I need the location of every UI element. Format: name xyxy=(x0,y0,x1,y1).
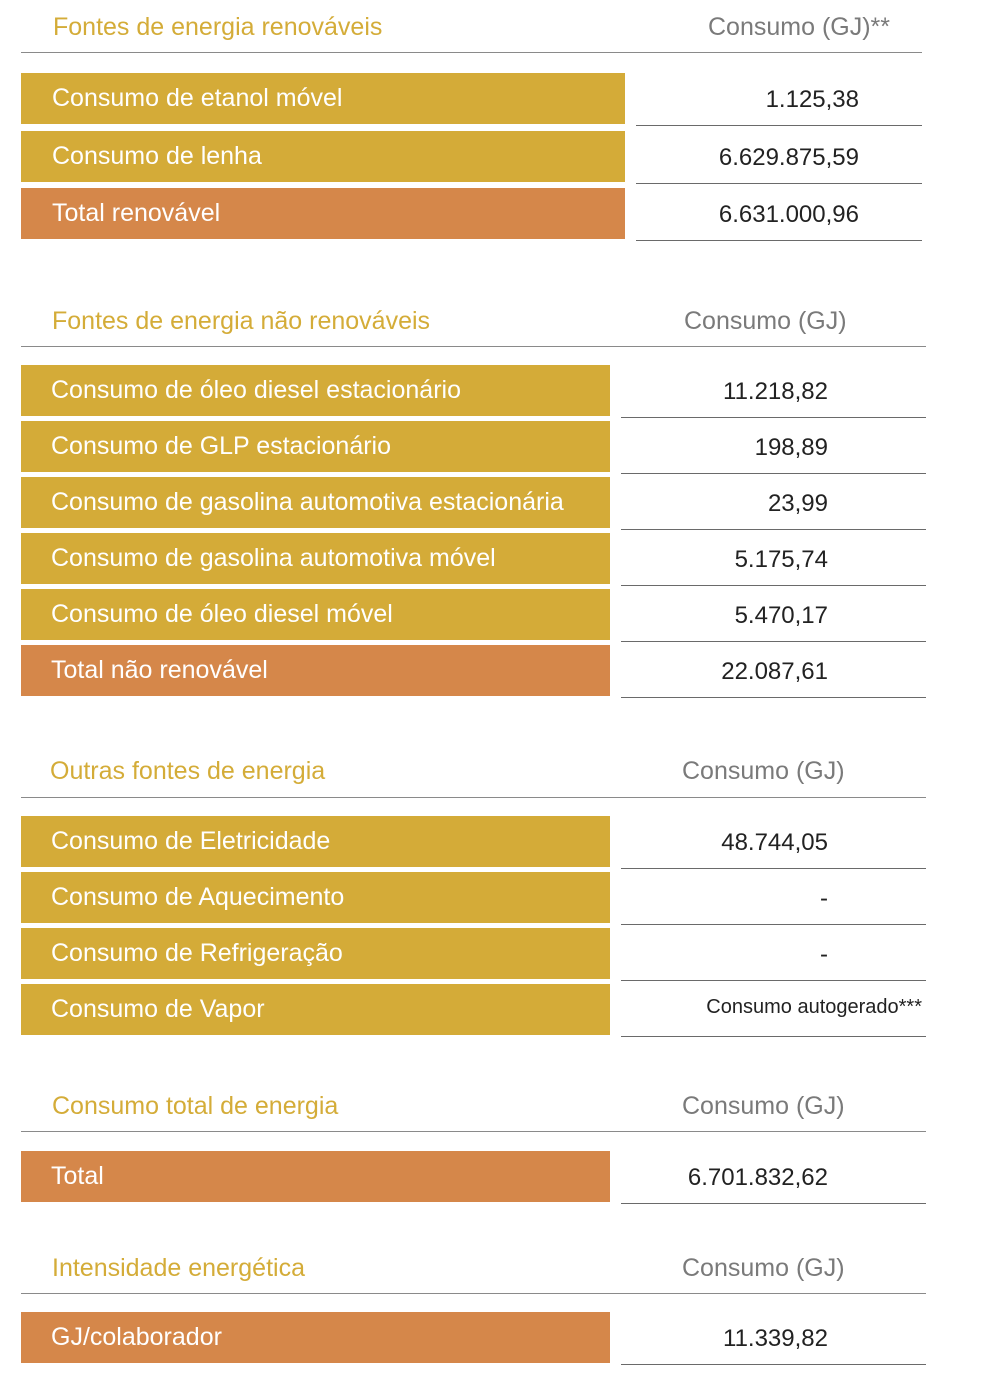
row-label: Consumo de Eletricidade xyxy=(21,816,610,867)
row-label: Consumo de Refrigeração xyxy=(21,928,610,979)
row-value: 6.629.875,59 xyxy=(718,144,859,171)
row-label: Consumo de gasolina automotiva estacioná… xyxy=(21,477,610,528)
row-value: 5.175,74 xyxy=(734,546,828,573)
total-row-value: 6.631.000,96 xyxy=(718,201,859,228)
header-rule xyxy=(21,1131,926,1132)
row-rule xyxy=(621,529,926,530)
row-rule xyxy=(621,868,926,869)
row-label: Consumo de óleo diesel móvel xyxy=(21,589,610,640)
row-rule xyxy=(621,417,926,418)
section-title: Outras fontes de energia xyxy=(50,757,326,785)
total-row-value: 11.339,82 xyxy=(723,1325,828,1352)
section-title: Fontes de energia renováveis xyxy=(53,13,383,41)
row-value: 5.470,17 xyxy=(734,602,828,629)
total-row-label: Total não renovável xyxy=(21,645,610,696)
row-rule xyxy=(636,183,922,184)
row-label: Consumo de gasolina automotiva móvel xyxy=(21,533,610,584)
row-value: - xyxy=(820,941,828,968)
row-rule xyxy=(636,240,922,241)
row-value: 48.744,05 xyxy=(721,829,828,856)
total-row-value: 22.087,61 xyxy=(721,658,828,685)
row-rule xyxy=(621,697,926,698)
row-rule xyxy=(621,473,926,474)
column-header: Consumo (GJ) xyxy=(684,307,847,335)
row-label: Consumo de GLP estacionário xyxy=(21,421,610,472)
row-value: 11.218,82 xyxy=(723,378,828,405)
row-value: Consumo autogerado*** xyxy=(706,996,922,1018)
total-row-label: GJ/colaborador xyxy=(21,1312,610,1363)
row-rule xyxy=(621,924,926,925)
section-title: Intensidade energética xyxy=(52,1254,305,1282)
column-header: Consumo (GJ)** xyxy=(708,13,890,41)
total-row-value: 6.701.832,62 xyxy=(687,1164,828,1191)
header-rule xyxy=(21,1293,926,1294)
row-label: Consumo de lenha xyxy=(21,131,625,182)
header-rule xyxy=(21,346,926,347)
row-rule xyxy=(621,641,926,642)
row-rule xyxy=(621,1036,926,1037)
row-rule xyxy=(621,1203,926,1204)
row-rule xyxy=(621,1364,926,1365)
row-value: 23,99 xyxy=(767,490,828,517)
row-rule xyxy=(621,585,926,586)
row-value: 1.125,38 xyxy=(765,86,859,113)
row-label: Consumo de etanol móvel xyxy=(21,73,625,124)
column-header: Consumo (GJ) xyxy=(682,757,845,785)
column-header: Consumo (GJ) xyxy=(682,1254,845,1282)
row-value: 198,89 xyxy=(754,434,828,461)
total-row-label: Total renovável xyxy=(21,188,625,239)
total-row-label: Total xyxy=(21,1151,610,1202)
row-rule xyxy=(621,980,926,981)
header-rule xyxy=(21,52,922,53)
section-title: Fontes de energia não renováveis xyxy=(52,307,431,335)
row-rule xyxy=(636,125,922,126)
section-title: Consumo total de energia xyxy=(52,1092,339,1120)
column-header: Consumo (GJ) xyxy=(682,1092,845,1120)
row-label: Consumo de Vapor xyxy=(21,984,610,1035)
row-label: Consumo de óleo diesel estacionário xyxy=(21,365,610,416)
row-value: - xyxy=(820,885,828,912)
header-rule xyxy=(21,797,926,798)
row-label: Consumo de Aquecimento xyxy=(21,872,610,923)
